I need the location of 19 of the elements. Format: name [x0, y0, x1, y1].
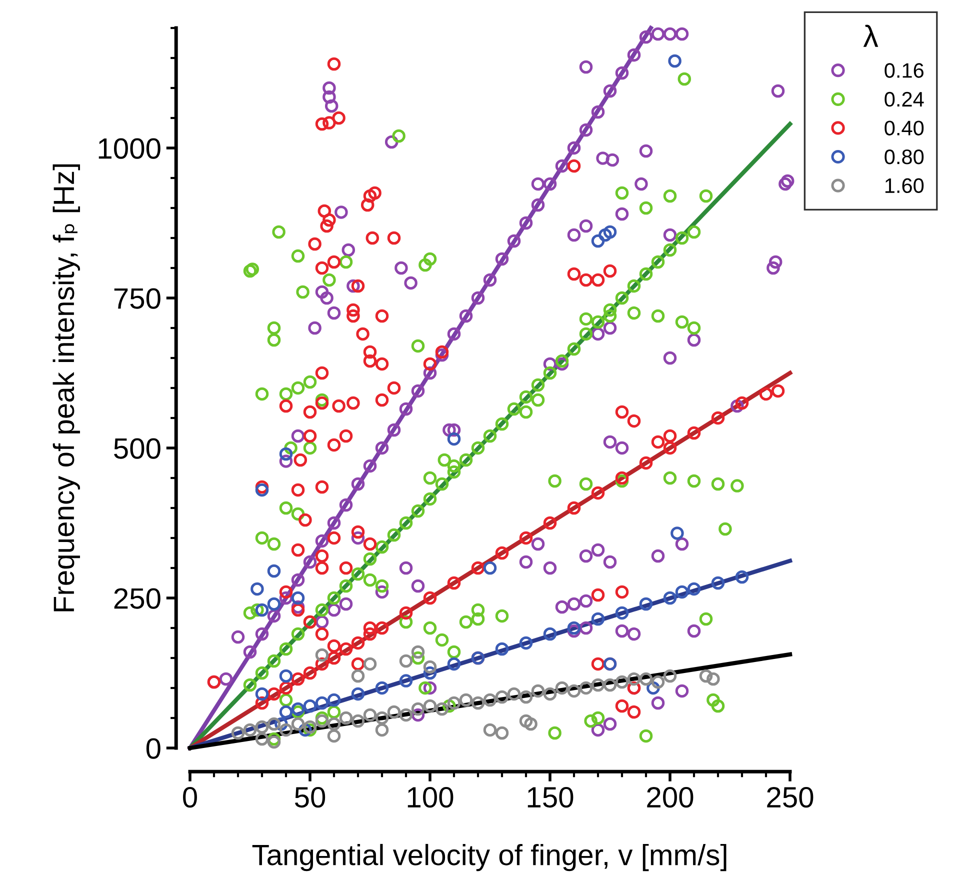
y-tick-label: 250 [114, 588, 160, 609]
x-tick-label: 150 [528, 786, 574, 808]
legend-label: 0.16 [884, 63, 924, 78]
y-tick-label: 0 [146, 738, 160, 759]
y-tick-label: 500 [114, 438, 160, 459]
y-tick-label: 750 [114, 288, 160, 309]
x-tick-label: 250 [767, 786, 814, 808]
x-tick-label: 0 [183, 786, 197, 808]
legend-label: 0.80 [884, 149, 924, 164]
x-tick-label: 200 [647, 786, 694, 808]
x-tick-label: 50 [294, 786, 326, 808]
legend-label: 1.60 [885, 178, 924, 194]
x-axis-title: Tangential velocity of finger, v [mm/s] [252, 844, 726, 872]
legend-title: λ [863, 24, 878, 47]
y-tick-label: 1000 [98, 138, 160, 159]
legend-label: 0.40 [884, 120, 924, 136]
legend-label: 0.24 [884, 92, 924, 107]
y-axis-title: Frequency of peak intensity, fₚ [Hz] [52, 164, 80, 612]
x-tick-label: 100 [408, 786, 454, 808]
